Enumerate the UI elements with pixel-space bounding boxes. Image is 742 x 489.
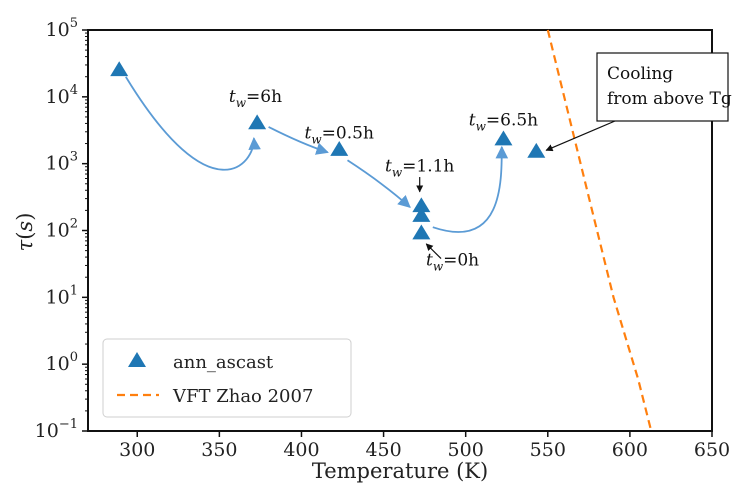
ann-ascast-point (412, 206, 431, 222)
x-tick-label: 400 (283, 439, 319, 461)
y-tick-label: 104 (46, 83, 78, 108)
y-tick-base: 10 (46, 286, 70, 308)
tw-annotation: tw=0.5h (305, 123, 374, 146)
ann-ascast-point (412, 224, 431, 240)
tw-subscript: w (311, 132, 322, 146)
x-tick-label: 650 (694, 439, 730, 461)
tw-symbol: t (229, 87, 236, 107)
y-tick-exponent: 5 (70, 16, 78, 31)
y-tick-base: 10 (46, 86, 70, 108)
vft-curve-layer (546, 29, 653, 432)
tw-value: =6.5h (486, 111, 538, 131)
y-tick-base: 10 (46, 19, 70, 41)
x-tick-label: 450 (365, 439, 401, 461)
y-tick-label: 100 (46, 350, 78, 375)
callout-box (596, 52, 729, 122)
y-tick-exponent: 2 (70, 217, 78, 232)
callout-pointer (545, 120, 616, 152)
ann-ascast-point (110, 61, 129, 77)
guide-arrows-layer (125, 76, 509, 233)
y-tick-exponent: −1 (59, 417, 78, 432)
y-tick-base: 10 (46, 353, 70, 375)
y-tick-label: 105 (46, 16, 78, 41)
tw-symbol: t (305, 123, 312, 143)
ann-ascast-point (494, 130, 513, 146)
x-axis-title: Temperature (K) (312, 459, 488, 483)
ann-ascast-point (412, 197, 431, 213)
callout-layer: Cooling from above Tg (545, 52, 732, 152)
legend-ann-ascast-marker (128, 352, 146, 367)
ann-ascast-point (330, 141, 349, 156)
tw-subscript: w (392, 166, 403, 180)
y-axis-title-unit: s (13, 221, 37, 232)
tw-annotation: tw=0h (426, 250, 479, 273)
arrow-420k-to-470k (347, 159, 411, 208)
tw-value: =0.5h (322, 123, 374, 143)
x-axis-ticks: 300 350 400 450 500 550 600 650 (119, 431, 730, 461)
x-tick-label: 300 (119, 439, 155, 461)
y-tick-base: 10 (46, 153, 70, 175)
legend-vft-label: VFT Zhao 2007 (172, 386, 313, 407)
x-tick-label: 600 (612, 439, 648, 461)
arrow-370k-to-420k (268, 126, 329, 155)
y-tick-label: 10−1 (35, 417, 78, 442)
callout-text-line: from above Tg (607, 89, 732, 109)
tw-symbol: t (385, 157, 392, 177)
tw-symbol: t (426, 250, 433, 270)
y-tick-base: 10 (46, 220, 70, 242)
y-tick-exponent: 0 (70, 350, 78, 365)
tw-subscript: w (476, 120, 487, 134)
ann-ascast-point (248, 114, 267, 130)
tw-value: =1.1h (402, 157, 454, 177)
y-axis-title-paren: ) (13, 213, 37, 221)
callout-text-line: Cooling (607, 64, 673, 84)
tw-annotation: tw=6h (229, 87, 282, 110)
y-axis-title: τ(s) (13, 213, 37, 252)
tw-subscript: w (433, 259, 444, 273)
tw-symbol: t (469, 111, 476, 131)
tw-0h-pointer (425, 243, 442, 259)
x-tick-label: 550 (530, 439, 566, 461)
legend-box (102, 338, 352, 418)
y-tick-label: 103 (46, 150, 78, 175)
vft-zhao-2007-curve (546, 29, 653, 432)
tw-annotation: tw=6.5h (469, 111, 538, 134)
ann-ascast-point (527, 142, 546, 158)
legend-ann-ascast-label: ann_ascast (173, 352, 274, 373)
x-tick-label: 350 (201, 439, 237, 461)
tw-value: =6h (246, 87, 282, 107)
y-axis-title-tau: τ (13, 239, 37, 251)
data-points-layer (110, 61, 546, 240)
tw-value: =0h (443, 250, 479, 270)
arrow-290k-to-370k (125, 76, 261, 171)
y-tick-base: 10 (35, 420, 59, 442)
tw-annotation: tw=1.1h (385, 157, 454, 180)
y-tick-exponent: 4 (70, 83, 78, 98)
y-tick-exponent: 3 (70, 150, 78, 165)
y-axis-title-paren: ( (13, 232, 37, 240)
y-tick-label: 101 (46, 283, 78, 308)
tw-subscript: w (236, 96, 247, 110)
y-tick-label: 102 (46, 217, 78, 242)
y-tick-exponent: 1 (70, 283, 78, 298)
arrow-470k-to-520k (432, 145, 509, 233)
legend: ann_ascast VFT Zhao 2007 (102, 338, 352, 418)
x-tick-label: 500 (448, 439, 484, 461)
